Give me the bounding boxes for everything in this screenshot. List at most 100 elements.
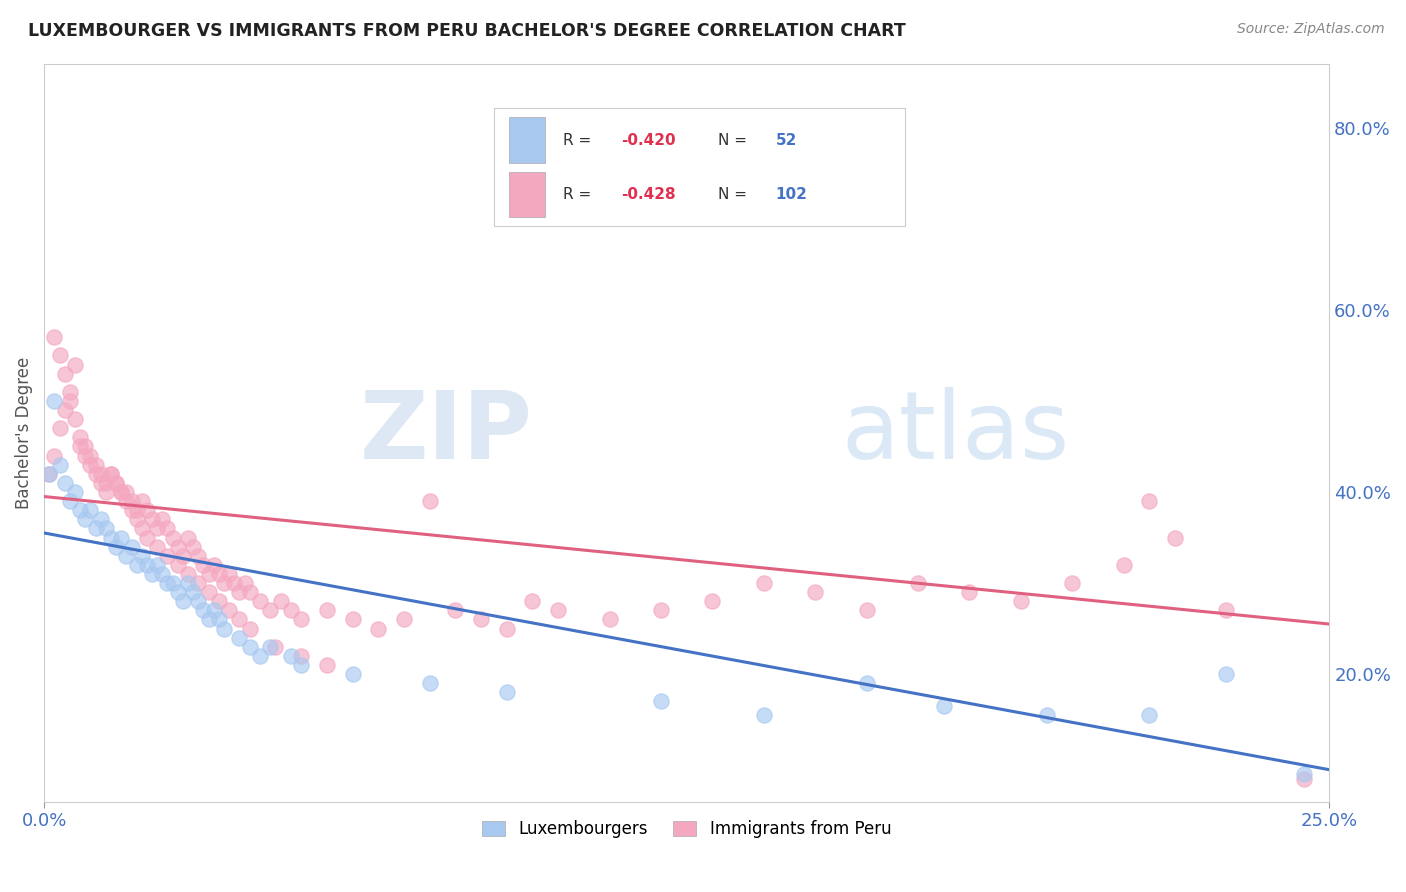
Point [121, 503, 143, 517]
Point [135, 503, 157, 517]
Point [249, 648, 271, 663]
Point [470, 612, 492, 626]
Point [115, 494, 138, 508]
Point [63, 412, 86, 426]
Point [547, 603, 569, 617]
Point [156, 521, 179, 535]
Point [181, 540, 204, 554]
Point [79, 503, 101, 517]
Point [94, 521, 117, 535]
Point [228, 585, 250, 599]
Point [315, 658, 337, 673]
Point [957, 585, 980, 599]
Point [90, 512, 112, 526]
Point [110, 485, 132, 500]
Text: LUXEMBOURGER VS IMMIGRANTS FROM PERU BACHELOR'S DEGREE CORRELATION CHART: LUXEMBOURGER VS IMMIGRANTS FROM PERU BAC… [28, 22, 905, 40]
Text: R =: R = [564, 133, 596, 148]
Point [1215, 667, 1237, 681]
Point [187, 594, 209, 608]
Point [131, 521, 153, 535]
Point [166, 558, 188, 572]
Point [208, 566, 231, 581]
Point [125, 512, 148, 526]
Point [94, 485, 117, 500]
Point [752, 576, 775, 591]
Point [90, 475, 112, 490]
Text: -0.420: -0.420 [621, 133, 676, 148]
Point [197, 566, 219, 581]
Point [75, 449, 97, 463]
Point [84, 521, 107, 535]
Point [367, 622, 389, 636]
Point [1164, 531, 1187, 545]
Point [259, 603, 281, 617]
Point [100, 531, 122, 545]
Point [131, 494, 153, 508]
Point [162, 576, 184, 591]
Point [495, 622, 517, 636]
Point [228, 631, 250, 645]
Point [342, 667, 364, 681]
Point [419, 494, 441, 508]
Point [110, 531, 132, 545]
Point [162, 531, 184, 545]
Text: Source: ZipAtlas.com: Source: ZipAtlas.com [1237, 22, 1385, 37]
FancyBboxPatch shape [509, 118, 546, 163]
Point [48, 421, 70, 435]
Point [208, 612, 231, 626]
Point [84, 458, 107, 472]
Point [197, 612, 219, 626]
Point [121, 494, 143, 508]
Point [156, 549, 179, 563]
Point [53, 403, 76, 417]
Point [172, 594, 194, 608]
Point [63, 358, 86, 372]
Point [94, 475, 117, 490]
Point [44, 330, 66, 344]
Point [156, 576, 179, 591]
Point [135, 531, 157, 545]
Point [193, 558, 215, 572]
Point [270, 594, 292, 608]
Point [228, 612, 250, 626]
Point [197, 585, 219, 599]
Point [38, 467, 60, 481]
Point [444, 603, 467, 617]
Point [752, 708, 775, 723]
Point [79, 458, 101, 472]
Point [1010, 594, 1032, 608]
Text: -0.428: -0.428 [621, 187, 676, 202]
Point [131, 549, 153, 563]
Point [177, 531, 200, 545]
Point [932, 698, 955, 713]
Text: atlas: atlas [841, 387, 1069, 479]
Point [75, 512, 97, 526]
Point [177, 566, 200, 581]
Point [233, 576, 256, 591]
Text: 52: 52 [775, 133, 797, 148]
Point [44, 449, 66, 463]
Point [146, 521, 169, 535]
Point [855, 603, 877, 617]
Point [495, 685, 517, 699]
Text: ZIP: ZIP [360, 387, 533, 479]
Point [419, 676, 441, 690]
Point [280, 648, 302, 663]
Point [172, 549, 194, 563]
Point [1215, 603, 1237, 617]
Point [105, 475, 128, 490]
Point [1292, 772, 1315, 786]
Legend: Luxembourgers, Immigrants from Peru: Luxembourgers, Immigrants from Peru [475, 814, 898, 845]
Point [290, 648, 312, 663]
Point [69, 430, 91, 444]
Point [150, 512, 173, 526]
Point [212, 622, 235, 636]
Point [224, 576, 246, 591]
Point [141, 566, 163, 581]
Point [202, 558, 225, 572]
Point [264, 640, 287, 654]
Point [259, 640, 281, 654]
Point [187, 576, 209, 591]
Point [146, 540, 169, 554]
Point [599, 612, 621, 626]
